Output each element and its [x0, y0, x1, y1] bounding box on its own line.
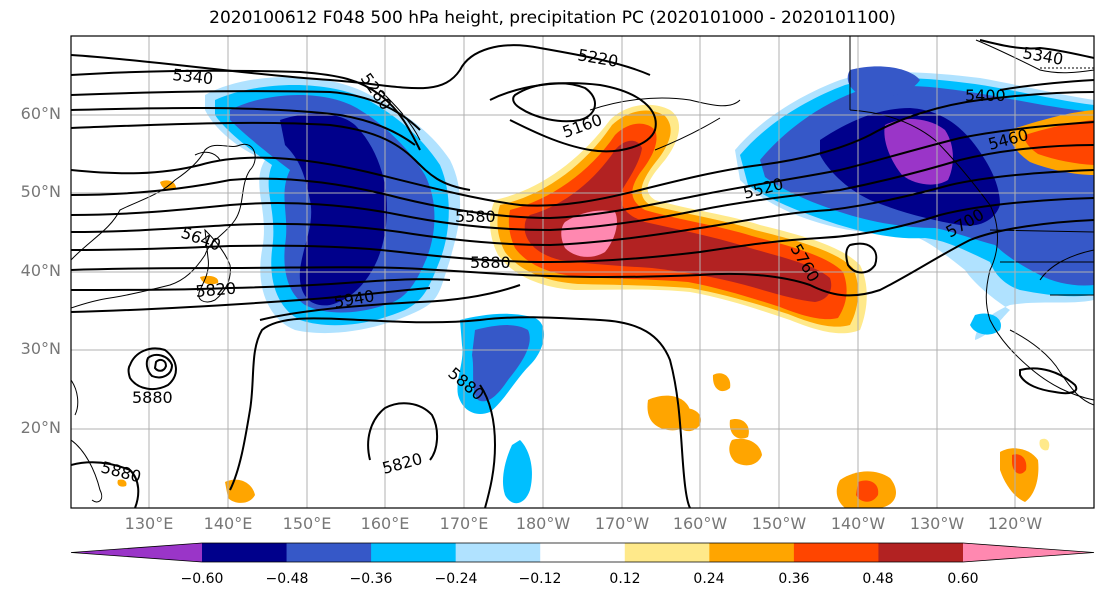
lon-label: 150°E [282, 514, 332, 533]
colorbar-tick: 0.48 [862, 571, 894, 587]
contour-label: 5580 [455, 207, 496, 226]
lon-label: 130°W [909, 514, 965, 533]
lon-label: 180°W [515, 514, 571, 533]
colorbar-tick: −0.48 [265, 571, 309, 587]
lon-label: 130°E [124, 514, 174, 533]
contour-label: 5820 [195, 279, 237, 301]
contour-label: 5340 [172, 65, 214, 88]
lat-label: 60°N [20, 104, 61, 123]
lon-label: 140°E [203, 514, 253, 533]
lat-label: 20°N [20, 418, 61, 437]
lon-label: 150°W [751, 514, 807, 533]
lon-label: 120°W [987, 514, 1043, 533]
colorbar-tick: −0.36 [349, 571, 393, 587]
colorbar-tick: −0.24 [434, 571, 478, 587]
lon-label: 170°W [594, 514, 650, 533]
lon-label: 140°W [830, 514, 886, 533]
lon-label: 160°W [672, 514, 728, 533]
colorbar-tick: 0.60 [947, 571, 979, 587]
lat-label: 50°N [20, 182, 61, 201]
map-title: 2020100612 F048 500 hPa height, precipit… [209, 8, 896, 28]
colorbar-tick: −0.12 [518, 571, 562, 587]
colorbar-tick: 0.24 [693, 571, 725, 587]
graticule [71, 36, 1094, 508]
lon-label: 160°E [360, 514, 410, 533]
colorbar-tick: 0.12 [609, 571, 641, 587]
colorbar-tick: −0.60 [180, 571, 224, 587]
colorbar-tick: 0.36 [778, 571, 810, 587]
height-contours [71, 39, 1094, 508]
map-frame [70, 35, 1095, 509]
lat-label: 30°N [20, 339, 61, 358]
contour-label: 5400 [965, 86, 1006, 105]
contour-label: 5880 [132, 388, 173, 407]
lon-label: 170°E [439, 514, 489, 533]
lat-label: 40°N [20, 261, 61, 280]
contour-label: 5880 [470, 253, 511, 272]
